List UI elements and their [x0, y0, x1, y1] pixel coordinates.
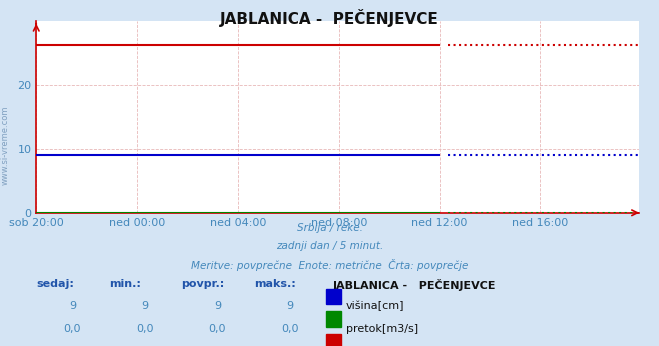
- Text: 0,0: 0,0: [209, 324, 226, 334]
- Text: zadnji dan / 5 minut.: zadnji dan / 5 minut.: [276, 241, 383, 251]
- Text: 9: 9: [214, 301, 221, 311]
- Text: povpr.:: povpr.:: [181, 279, 225, 289]
- Text: 9: 9: [142, 301, 148, 311]
- Text: JABLANICA -  PEČENJEVCE: JABLANICA - PEČENJEVCE: [220, 9, 439, 27]
- Text: 9: 9: [69, 301, 76, 311]
- Text: Meritve: povprečne  Enote: metrične  Črta: povprečje: Meritve: povprečne Enote: metrične Črta:…: [191, 259, 468, 271]
- Text: JABLANICA -   PEČENJEVCE: JABLANICA - PEČENJEVCE: [333, 279, 496, 291]
- Text: višina[cm]: višina[cm]: [346, 301, 405, 311]
- Text: maks.:: maks.:: [254, 279, 295, 289]
- Text: 0,0: 0,0: [64, 324, 81, 334]
- Text: min.:: min.:: [109, 279, 140, 289]
- Text: Srbija / reke.: Srbija / reke.: [297, 223, 362, 233]
- Text: 0,0: 0,0: [136, 324, 154, 334]
- Text: pretok[m3/s]: pretok[m3/s]: [346, 324, 418, 334]
- Text: sedaj:: sedaj:: [36, 279, 74, 289]
- Text: 0,0: 0,0: [281, 324, 299, 334]
- Text: 9: 9: [287, 301, 293, 311]
- Text: www.si-vreme.com: www.si-vreme.com: [1, 106, 10, 185]
